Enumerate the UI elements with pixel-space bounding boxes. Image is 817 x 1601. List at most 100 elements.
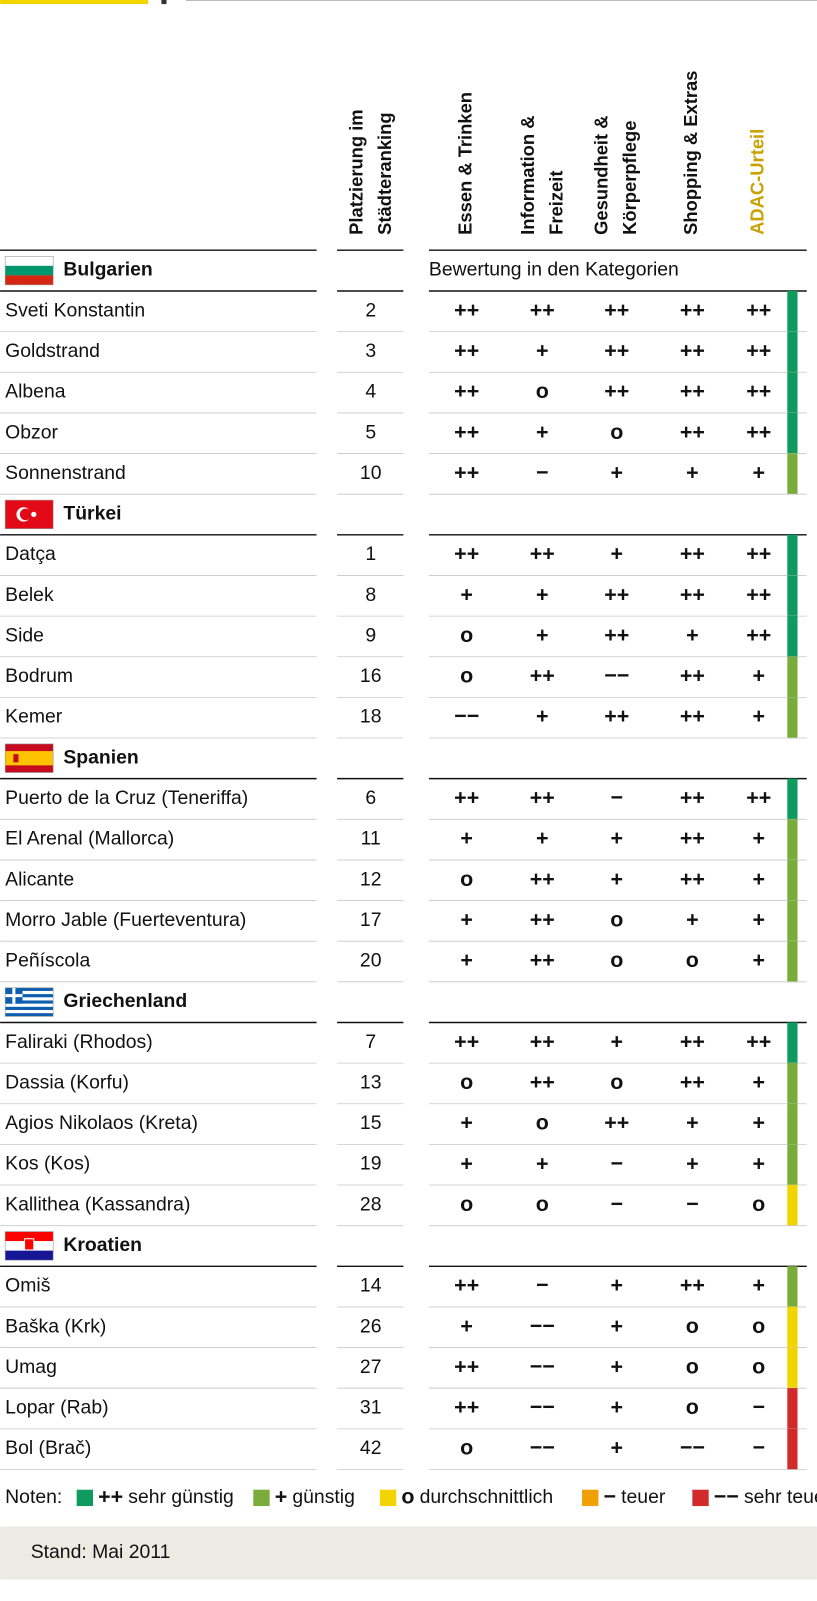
rating: + bbox=[611, 867, 624, 891]
flag-border bbox=[4, 1231, 54, 1261]
destination-name: Baška (Krk) bbox=[5, 1315, 106, 1337]
grade-bar bbox=[787, 941, 798, 983]
top-bar bbox=[0, 0, 149, 5]
rating: o bbox=[460, 1192, 473, 1216]
rating: ++ bbox=[604, 298, 629, 322]
rating: + bbox=[460, 948, 473, 972]
destination-name: Belek bbox=[5, 584, 54, 606]
column-header: Platzierung im bbox=[345, 109, 366, 234]
rating: + bbox=[611, 542, 624, 566]
legend-symbol: o bbox=[401, 1485, 414, 1509]
rating: o bbox=[686, 948, 699, 972]
flag-stripe bbox=[5, 265, 54, 276]
group-name: Griechenland bbox=[63, 990, 187, 1012]
flag-stripe bbox=[5, 1250, 54, 1261]
legend-symbol: + bbox=[275, 1485, 288, 1509]
grade-bar bbox=[787, 575, 798, 617]
rating: + bbox=[611, 1395, 624, 1419]
rating: −− bbox=[604, 664, 629, 688]
flag-stripe bbox=[5, 1009, 54, 1014]
rating: ++ bbox=[680, 582, 705, 606]
grade-bar bbox=[787, 1103, 798, 1145]
rating: ++ bbox=[680, 339, 705, 363]
rating: + bbox=[536, 1151, 549, 1175]
flag-stripe bbox=[5, 1013, 54, 1017]
destination-name: Faliraki (Rhodos) bbox=[5, 1031, 153, 1053]
rank: 7 bbox=[365, 1031, 376, 1053]
legend-text: günstig bbox=[292, 1486, 354, 1508]
rating: + bbox=[460, 1151, 473, 1175]
rating: −− bbox=[530, 1436, 555, 1460]
flag-stripe bbox=[5, 275, 54, 285]
rating: ++ bbox=[746, 1029, 771, 1053]
rating: −− bbox=[680, 1436, 705, 1460]
rating: + bbox=[536, 826, 549, 850]
grade-bar bbox=[787, 1347, 798, 1389]
rating: −− bbox=[454, 704, 479, 728]
rating: − bbox=[536, 460, 549, 484]
rating: + bbox=[460, 826, 473, 850]
rating: + bbox=[752, 1151, 765, 1175]
rating: + bbox=[536, 704, 549, 728]
rating: ++ bbox=[454, 1273, 479, 1297]
destination-name: Agios Nikolaos (Kreta) bbox=[5, 1112, 198, 1134]
grade-bar bbox=[787, 697, 798, 739]
flag-border bbox=[4, 743, 54, 773]
rating: ++ bbox=[680, 1070, 705, 1094]
rating: + bbox=[752, 1273, 765, 1297]
rank: 27 bbox=[360, 1356, 382, 1378]
destination-name: Puerto de la Cruz (Teneriffa) bbox=[5, 787, 248, 809]
rating: o bbox=[536, 379, 549, 403]
rating: + bbox=[611, 826, 624, 850]
rank: 12 bbox=[360, 868, 382, 890]
grade-bar bbox=[787, 859, 798, 901]
rating: ++ bbox=[454, 460, 479, 484]
rating: + bbox=[611, 1029, 624, 1053]
rank: 18 bbox=[360, 706, 382, 728]
column-header: Essen & Trinken bbox=[455, 92, 476, 235]
rating: + bbox=[686, 907, 699, 931]
rating: − bbox=[752, 1436, 765, 1460]
flag-stripe bbox=[5, 1000, 54, 1004]
flag-stripe bbox=[5, 256, 54, 266]
rating: ++ bbox=[746, 420, 771, 444]
rating: + bbox=[460, 1314, 473, 1338]
rating: ++ bbox=[530, 786, 555, 810]
rating: ++ bbox=[680, 1273, 705, 1297]
grade-bar bbox=[787, 1388, 798, 1430]
rating: + bbox=[611, 1273, 624, 1297]
rating: ++ bbox=[530, 1070, 555, 1094]
rating: ++ bbox=[604, 623, 629, 647]
rank: 42 bbox=[360, 1437, 382, 1459]
rank: 19 bbox=[360, 1153, 382, 1175]
rating: o bbox=[686, 1354, 699, 1378]
rank: 26 bbox=[360, 1315, 382, 1337]
rating: + bbox=[536, 339, 549, 363]
rank: 2 bbox=[365, 299, 376, 321]
legend-swatch bbox=[692, 1489, 709, 1507]
rank: 13 bbox=[360, 1071, 382, 1093]
grade-bar bbox=[787, 1428, 798, 1470]
flag-stripe bbox=[5, 1006, 54, 1011]
destination-name: Peñíscola bbox=[5, 950, 90, 972]
rating: + bbox=[752, 1070, 765, 1094]
grade-bar bbox=[787, 900, 798, 942]
rating: o bbox=[610, 1070, 623, 1094]
rating: ++ bbox=[454, 786, 479, 810]
flag bbox=[5, 987, 54, 1017]
rating: + bbox=[752, 948, 765, 972]
rating: + bbox=[752, 907, 765, 931]
flag bbox=[5, 256, 54, 285]
rank: 1 bbox=[365, 543, 376, 565]
flag-star bbox=[31, 511, 37, 518]
flag-crescent-cut bbox=[19, 508, 32, 521]
destination-name: Goldstrand bbox=[5, 340, 100, 362]
flag-stripe bbox=[5, 1003, 54, 1008]
rating: o bbox=[610, 948, 623, 972]
rating: − bbox=[611, 786, 624, 810]
rating: ++ bbox=[454, 1029, 479, 1053]
grade-bar bbox=[787, 1063, 798, 1105]
group-name: Kroatien bbox=[63, 1234, 142, 1256]
legend-text: teuer bbox=[621, 1486, 666, 1508]
grade-bar bbox=[787, 778, 798, 820]
